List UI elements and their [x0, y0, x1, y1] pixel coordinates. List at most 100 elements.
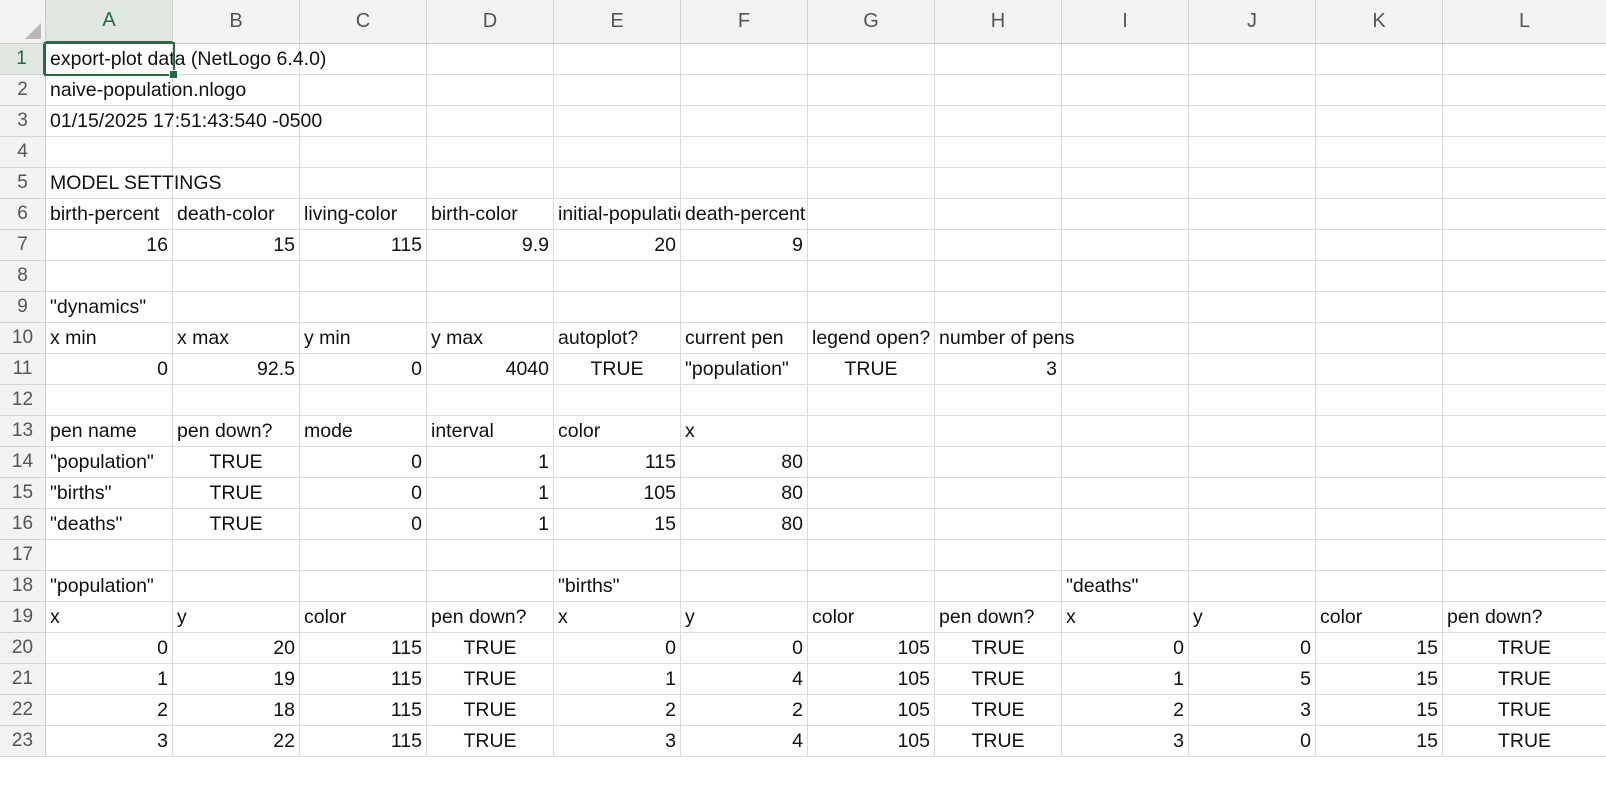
cell-d7[interactable]: 9.9	[427, 230, 554, 261]
cell-a19[interactable]: x	[46, 602, 173, 633]
cell-h13[interactable]	[935, 416, 1062, 447]
cell-k11[interactable]	[1316, 354, 1443, 385]
cell-k1[interactable]	[1316, 44, 1443, 75]
cell-e14[interactable]: 115	[554, 447, 681, 478]
cell-a2[interactable]: naive-population.nlogo	[46, 75, 246, 106]
cell-b19[interactable]: y	[173, 602, 300, 633]
cell-h9[interactable]	[935, 292, 1062, 323]
cell-h20[interactable]: TRUE	[935, 633, 1062, 664]
row-header-8[interactable]: 8	[0, 261, 46, 292]
cell-h14[interactable]	[935, 447, 1062, 478]
cell-d9[interactable]	[427, 292, 554, 323]
column-header-l[interactable]: L	[1443, 0, 1606, 44]
cell-c12[interactable]	[300, 385, 427, 416]
cell-i7[interactable]	[1062, 230, 1189, 261]
cell-e19[interactable]: x	[554, 602, 681, 633]
cell-l7[interactable]	[1443, 230, 1606, 261]
cell-d1[interactable]	[427, 44, 554, 75]
cell-a7[interactable]: 16	[46, 230, 173, 261]
cell-g22[interactable]: 105	[808, 695, 935, 726]
column-header-f[interactable]: F	[681, 0, 808, 44]
cell-j21[interactable]: 5	[1189, 664, 1316, 695]
cell-j14[interactable]	[1189, 447, 1316, 478]
cell-b14[interactable]: TRUE	[173, 447, 300, 478]
column-header-a[interactable]: A	[46, 0, 173, 44]
cell-j1[interactable]	[1189, 44, 1316, 75]
cell-a18[interactable]: "population"	[46, 571, 173, 602]
cell-f3[interactable]	[681, 106, 808, 137]
cell-j19[interactable]: y	[1189, 602, 1316, 633]
cell-g18[interactable]	[808, 571, 935, 602]
row-header-14[interactable]: 14	[0, 447, 46, 478]
cell-g21[interactable]: 105	[808, 664, 935, 695]
cell-l9[interactable]	[1443, 292, 1606, 323]
cell-i16[interactable]	[1062, 509, 1189, 540]
cell-h4[interactable]	[935, 137, 1062, 168]
cell-l4[interactable]	[1443, 137, 1606, 168]
cell-d19[interactable]: pen down?	[427, 602, 554, 633]
cell-i3[interactable]	[1062, 106, 1189, 137]
cell-b16[interactable]: TRUE	[173, 509, 300, 540]
cell-l5[interactable]	[1443, 168, 1606, 199]
cell-b10[interactable]: x max	[173, 323, 300, 354]
cell-f21[interactable]: 4	[681, 664, 808, 695]
cell-c19[interactable]: color	[300, 602, 427, 633]
cell-e15[interactable]: 105	[554, 478, 681, 509]
cell-a23[interactable]: 3	[46, 726, 173, 757]
cell-g14[interactable]	[808, 447, 935, 478]
cell-i21[interactable]: 1	[1062, 664, 1189, 695]
cell-f17[interactable]	[681, 540, 808, 571]
cell-k13[interactable]	[1316, 416, 1443, 447]
cell-i20[interactable]: 0	[1062, 633, 1189, 664]
cell-i17[interactable]	[1062, 540, 1189, 571]
cell-c5[interactable]	[300, 168, 427, 199]
cell-e22[interactable]: 2	[554, 695, 681, 726]
cell-b12[interactable]	[173, 385, 300, 416]
cell-k21[interactable]: 15	[1316, 664, 1443, 695]
cell-a4[interactable]	[46, 137, 173, 168]
cell-e4[interactable]	[554, 137, 681, 168]
cell-l19[interactable]: pen down?	[1443, 602, 1606, 633]
cell-d22[interactable]: TRUE	[427, 695, 554, 726]
row-header-2[interactable]: 2	[0, 75, 46, 106]
cell-k17[interactable]	[1316, 540, 1443, 571]
cell-h23[interactable]: TRUE	[935, 726, 1062, 757]
cell-h18[interactable]	[935, 571, 1062, 602]
cell-i19[interactable]: x	[1062, 602, 1189, 633]
cell-g8[interactable]	[808, 261, 935, 292]
cell-h12[interactable]	[935, 385, 1062, 416]
cell-h11[interactable]: 3	[935, 354, 1062, 385]
cell-l12[interactable]	[1443, 385, 1606, 416]
cell-l2[interactable]	[1443, 75, 1606, 106]
cell-i6[interactable]	[1062, 199, 1189, 230]
cell-c3[interactable]	[300, 106, 427, 137]
cell-g10[interactable]: legend open?	[808, 323, 935, 354]
cell-g9[interactable]	[808, 292, 935, 323]
cell-g20[interactable]: 105	[808, 633, 935, 664]
cell-g15[interactable]	[808, 478, 935, 509]
cell-f20[interactable]: 0	[681, 633, 808, 664]
cell-b3[interactable]	[173, 106, 300, 137]
cell-e20[interactable]: 0	[554, 633, 681, 664]
cell-e16[interactable]: 15	[554, 509, 681, 540]
cell-i5[interactable]	[1062, 168, 1189, 199]
cell-b9[interactable]	[173, 292, 300, 323]
cell-e5[interactable]	[554, 168, 681, 199]
cell-f15[interactable]: 80	[681, 478, 808, 509]
cell-f19[interactable]: y	[681, 602, 808, 633]
cell-e6[interactable]: initial-population	[554, 199, 681, 230]
cell-f5[interactable]	[681, 168, 808, 199]
cell-e18[interactable]: "births"	[554, 571, 681, 602]
cell-i12[interactable]	[1062, 385, 1189, 416]
row-header-12[interactable]: 12	[0, 385, 46, 416]
row-header-22[interactable]: 22	[0, 695, 46, 726]
cell-k3[interactable]	[1316, 106, 1443, 137]
cell-j7[interactable]	[1189, 230, 1316, 261]
cell-a9[interactable]: "dynamics"	[46, 292, 173, 323]
cell-a11[interactable]: 0	[46, 354, 173, 385]
cell-c17[interactable]	[300, 540, 427, 571]
cell-h15[interactable]	[935, 478, 1062, 509]
cell-e2[interactable]	[554, 75, 681, 106]
cell-k16[interactable]	[1316, 509, 1443, 540]
cell-k2[interactable]	[1316, 75, 1443, 106]
